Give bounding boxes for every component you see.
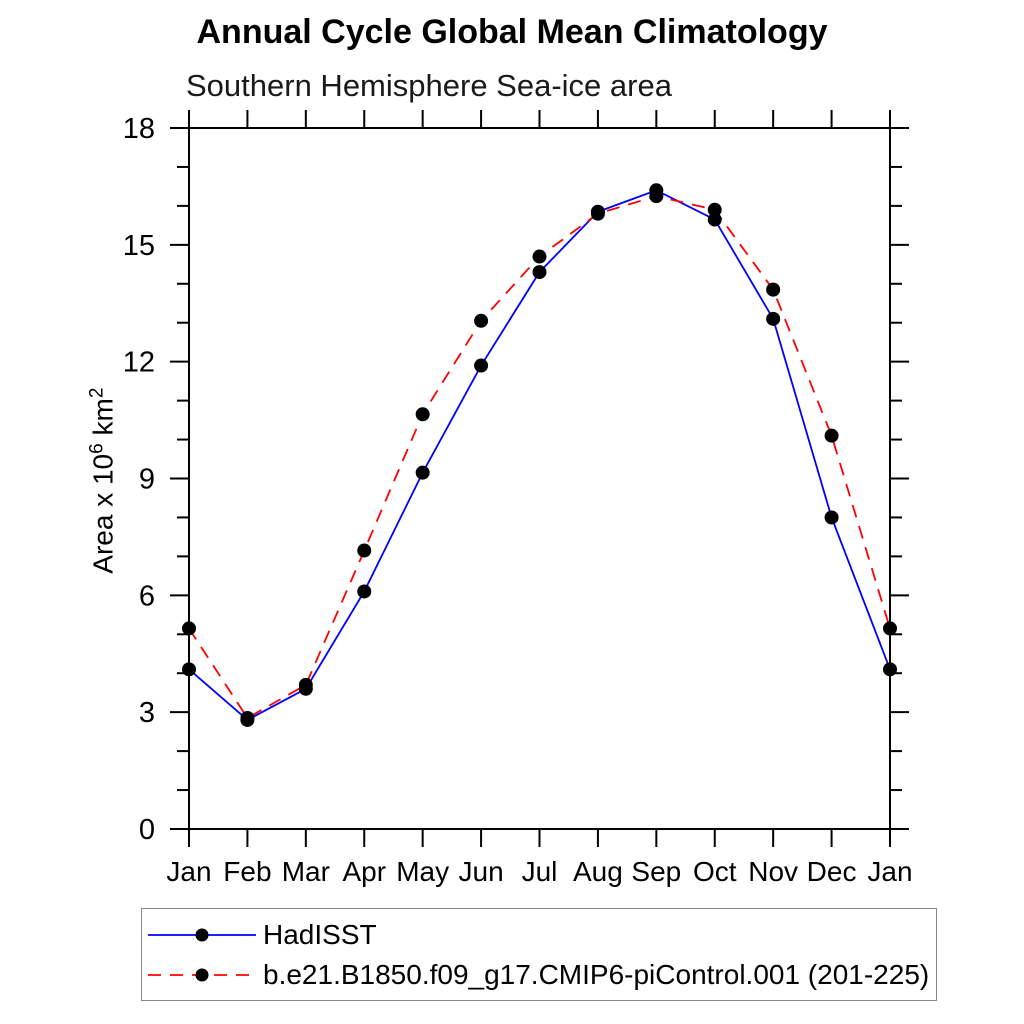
legend-label: HadISST: [263, 918, 377, 950]
y-tick-label: 12: [123, 347, 155, 379]
x-tick-label: Jan: [166, 856, 211, 887]
y-tick-label: 15: [123, 230, 155, 262]
legend-sample-line: [148, 928, 256, 941]
data-point-picontrol: [298, 677, 313, 692]
data-point-hadisst: [357, 584, 372, 599]
y-tick-label: 0: [139, 814, 155, 846]
data-point-picontrol: [649, 189, 664, 204]
y-tick-label: 9: [139, 464, 155, 496]
data-point-picontrol: [415, 407, 430, 422]
plot-frame: [188, 127, 891, 830]
data-point-picontrol: [883, 621, 897, 636]
y-tick-label: 3: [139, 697, 155, 729]
x-tick-label: Feb: [223, 856, 271, 887]
data-point-hadisst: [532, 265, 547, 280]
x-tick-label: Oct: [693, 856, 737, 887]
data-point-picontrol: [590, 206, 605, 221]
chart-title: Annual Cycle Global Mean Climatology: [196, 13, 828, 51]
x-tick-label: Apr: [342, 856, 386, 887]
data-point-hadisst: [415, 465, 430, 480]
x-tick-label: Sep: [631, 856, 681, 887]
data-point-picontrol: [474, 313, 489, 328]
legend: HadISST b.e21.B1850.f09_g17.CMIP6-piContr…: [141, 908, 937, 1001]
x-tick-label: Jun: [459, 856, 504, 887]
data-point-hadisst: [883, 662, 897, 677]
data-point-hadisst: [824, 510, 839, 525]
chart-subtitle: Southern Hemisphere Sea-ice area: [186, 68, 672, 103]
data-point-picontrol: [766, 282, 781, 297]
x-tick-label: Aug: [573, 856, 623, 887]
data-point-picontrol: [357, 543, 372, 558]
data-point-hadisst: [707, 212, 722, 227]
y-tick-label: 18: [123, 113, 155, 145]
x-tick-label: Jul: [522, 856, 558, 887]
legend-marker-dot: [195, 928, 209, 941]
data-point-picontrol: [532, 249, 547, 264]
x-tick-label: Jan: [867, 856, 912, 887]
data-point-picontrol: [824, 428, 839, 443]
data-point-hadisst: [474, 358, 489, 373]
data-point-picontrol: [707, 202, 722, 217]
legend-item-picontrol: b.e21.B1850.f09_g17.CMIP6-piControl.001 …: [145, 955, 936, 995]
data-point-hadisst: [766, 311, 781, 326]
y-tick-label: 6: [139, 580, 155, 612]
legend-marker-dot: [195, 968, 209, 981]
legend-sample-line: [148, 968, 256, 981]
data-point-picontrol: [240, 711, 255, 726]
x-tick-label: Mar: [282, 856, 330, 887]
x-tick-label: Dec: [807, 856, 857, 887]
legend-item-hadisst: HadISST: [145, 915, 936, 955]
data-point-hadisst: [182, 662, 196, 677]
legend-label: b.e21.B1850.f09_g17.CMIP6-piControl.001 …: [263, 958, 930, 990]
data-point-picontrol: [182, 621, 196, 636]
x-tick-label: May: [396, 856, 449, 887]
x-tick-label: Nov: [748, 856, 798, 887]
